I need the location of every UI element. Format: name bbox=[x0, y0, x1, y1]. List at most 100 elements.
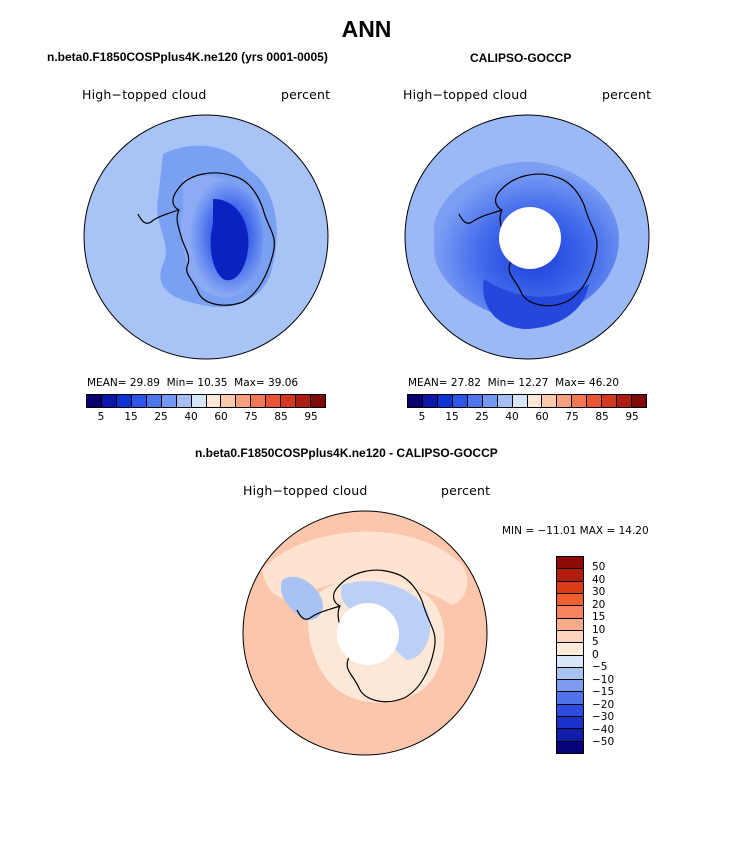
model-mean-value: 29.89 bbox=[129, 377, 160, 389]
diff-colorbar-swatch bbox=[557, 717, 583, 730]
diff-negative-area-1 bbox=[280, 576, 323, 621]
obs-peninsula-coast bbox=[458, 209, 503, 224]
model-min-value: 10.35 bbox=[197, 377, 228, 389]
diff-minmax: MIN = −11.01 MAX = 14.20 bbox=[502, 525, 649, 537]
obs-panel-title: CALIPSO-GOCCP bbox=[470, 51, 572, 65]
model-peninsula-coast bbox=[137, 209, 179, 224]
model-colorbar-swatch bbox=[176, 395, 192, 407]
model-colorbar-swatch bbox=[221, 395, 237, 407]
model-map-border bbox=[83, 114, 329, 360]
model-cloud-center bbox=[210, 199, 249, 281]
model-colorbar-labels: 5 15 25 40 60 75 85 95 bbox=[86, 411, 326, 425]
obs-polar-map bbox=[404, 114, 650, 360]
model-colorbar-swatch bbox=[131, 395, 147, 407]
model-cb-label: 40 bbox=[184, 411, 198, 423]
model-variable-label: High−topped cloud bbox=[82, 87, 207, 102]
diff-colorbar-swatch bbox=[557, 704, 583, 718]
diff-pole-hole bbox=[337, 603, 399, 665]
model-cb-label: 85 bbox=[274, 411, 288, 423]
obs-cb-label: 25 bbox=[475, 411, 489, 423]
obs-colorbar bbox=[407, 394, 647, 408]
obs-cb-label: 40 bbox=[505, 411, 519, 423]
model-colorbar-swatch bbox=[146, 395, 162, 407]
model-panel-title: n.beta0.F1850COSPplus4K.ne120 (yrs 0001-… bbox=[47, 50, 328, 64]
diff-colorbar-swatch bbox=[557, 557, 583, 570]
model-stats: MEAN= 29.89 Min= 10.35 Max= 39.06 bbox=[87, 377, 298, 389]
obs-colorbar-swatch bbox=[482, 395, 498, 407]
model-cb-label: 95 bbox=[304, 411, 318, 423]
model-colorbar-swatch bbox=[236, 395, 252, 407]
diff-cb-label: −30 bbox=[592, 711, 615, 723]
obs-colorbar-swatch bbox=[422, 395, 438, 407]
diff-colorbar-labels: 50 40 30 20 15 10 5 0 −5 −10 −15 −20 −30… bbox=[592, 556, 632, 754]
obs-max-label: Max= bbox=[555, 377, 586, 389]
model-polar-map bbox=[83, 114, 329, 360]
obs-colorbar-swatch bbox=[467, 395, 483, 407]
diff-units-label: percent bbox=[441, 483, 491, 498]
obs-cb-label: 85 bbox=[595, 411, 609, 423]
model-colorbar-swatch bbox=[87, 395, 102, 407]
diff-colorbar-swatch bbox=[557, 630, 583, 644]
obs-mean-label: MEAN= bbox=[408, 377, 448, 389]
model-min-label: Min= bbox=[166, 377, 195, 389]
model-cb-label: 5 bbox=[97, 411, 105, 423]
obs-cb-label: 60 bbox=[535, 411, 549, 423]
diff-map-border bbox=[242, 510, 488, 756]
diff-cb-label: −5 bbox=[592, 661, 608, 673]
model-colorbar-swatch bbox=[116, 395, 132, 407]
obs-colorbar-swatch bbox=[572, 395, 588, 407]
obs-colorbar-swatch bbox=[587, 395, 603, 407]
diff-colorbar-swatch bbox=[557, 741, 583, 753]
obs-cb-label: 75 bbox=[565, 411, 579, 423]
diff-cb-label: −50 bbox=[592, 736, 615, 748]
obs-colorbar-swatch bbox=[452, 395, 468, 407]
diff-panel-title: n.beta0.F1850COSPplus4K.ne120 - CALIPSO-… bbox=[195, 446, 498, 460]
diff-colorbar-swatch bbox=[557, 729, 583, 742]
diff-antarctica-coast bbox=[333, 569, 436, 703]
diff-colorbar bbox=[556, 556, 584, 754]
obs-antarctica-coast bbox=[495, 173, 598, 307]
model-mean-label: MEAN= bbox=[87, 377, 127, 389]
obs-colorbar-swatch bbox=[632, 395, 646, 407]
diff-cb-label: −10 bbox=[592, 674, 615, 686]
model-antarctica-coast bbox=[172, 172, 275, 306]
diff-colorbar-swatch bbox=[557, 593, 583, 607]
diff-cb-label: 30 bbox=[592, 586, 606, 598]
diff-cb-label: −15 bbox=[592, 686, 615, 698]
model-colorbar-swatch bbox=[296, 395, 312, 407]
model-max-label: Max= bbox=[234, 377, 265, 389]
diff-variable-label: High−topped cloud bbox=[243, 483, 368, 498]
obs-max-value: 46.20 bbox=[589, 377, 620, 389]
obs-variable-label: High−topped cloud bbox=[403, 87, 528, 102]
model-cb-label: 25 bbox=[154, 411, 168, 423]
obs-cb-label: 15 bbox=[445, 411, 459, 423]
diff-peninsula-coast bbox=[296, 605, 341, 620]
model-cb-label: 75 bbox=[244, 411, 258, 423]
obs-pole-hole bbox=[499, 207, 561, 269]
obs-colorbar-swatch bbox=[527, 395, 543, 407]
obs-stats: MEAN= 27.82 Min= 12.27 Max= 46.20 bbox=[408, 377, 619, 389]
diff-colorbar-swatch bbox=[557, 569, 583, 582]
obs-map-border bbox=[404, 114, 650, 360]
model-colorbar-swatch bbox=[251, 395, 267, 407]
obs-cb-label: 95 bbox=[625, 411, 639, 423]
diff-cb-label: −40 bbox=[592, 724, 615, 736]
model-cb-label: 60 bbox=[214, 411, 228, 423]
model-max-value: 39.06 bbox=[268, 377, 299, 389]
diff-colorbar-swatch bbox=[557, 643, 583, 656]
obs-colorbar-swatch bbox=[542, 395, 558, 407]
diff-colorbar-swatch bbox=[557, 581, 583, 594]
obs-cb-label: 5 bbox=[418, 411, 426, 423]
diff-cb-label: 50 bbox=[592, 561, 606, 573]
diff-colorbar-swatch bbox=[557, 618, 583, 631]
main-title: ANN bbox=[341, 16, 392, 42]
diff-cb-label: 10 bbox=[592, 624, 606, 636]
model-units-label: percent bbox=[281, 87, 331, 102]
diff-cb-label: 15 bbox=[592, 611, 606, 623]
diff-cb-label: 5 bbox=[592, 636, 599, 648]
obs-colorbar-swatch bbox=[557, 395, 573, 407]
model-colorbar-swatch bbox=[161, 395, 177, 407]
model-colorbar-swatch bbox=[206, 395, 222, 407]
obs-colorbar-swatch bbox=[512, 395, 528, 407]
obs-colorbar-swatch bbox=[408, 395, 423, 407]
